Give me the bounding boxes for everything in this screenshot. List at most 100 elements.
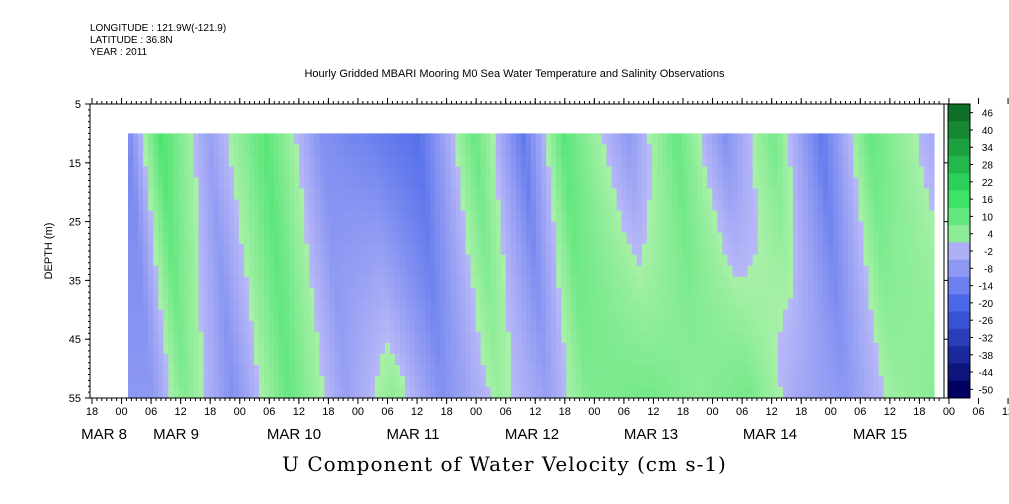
heatmap-cell: [782, 298, 789, 311]
heatmap-cell: [918, 133, 925, 146]
heatmap-cell: [656, 375, 663, 388]
heatmap-cell: [651, 309, 658, 322]
heatmap-cell: [525, 353, 532, 366]
colorbar-level-label: 40: [982, 126, 994, 137]
heatmap-cell: [667, 265, 673, 278]
heatmap-cell: [515, 133, 522, 146]
heatmap-cell: [893, 320, 900, 333]
heatmap-cell: [762, 166, 769, 179]
heatmap-cell: [183, 210, 190, 223]
heatmap-cell: [329, 320, 336, 333]
heatmap-cell: [334, 177, 341, 190]
heatmap-cell: [833, 232, 839, 245]
heatmap-cell: [485, 133, 492, 146]
heatmap-cell: [389, 166, 396, 179]
heatmap-cell: [591, 375, 598, 388]
heatmap-cell: [732, 232, 739, 245]
heatmap-cell: [581, 199, 588, 212]
heatmap-cell: [692, 166, 698, 179]
heatmap-cell: [163, 144, 169, 157]
heatmap-cell: [621, 155, 628, 168]
heatmap-cell: [173, 177, 179, 190]
heatmap-cell: [727, 155, 734, 168]
heatmap-cell: [828, 386, 834, 399]
heatmap-cell: [712, 254, 718, 267]
heatmap-cell: [248, 221, 255, 234]
heatmap-cell: [158, 166, 164, 179]
heatmap-cell: [853, 254, 860, 267]
heatmap-cell: [752, 309, 759, 322]
heatmap-cell: [138, 144, 144, 157]
heatmap-cell: [289, 177, 295, 190]
heatmap-cell: [596, 144, 603, 157]
heatmap-cell: [591, 331, 598, 344]
heatmap-cell: [354, 144, 361, 157]
heatmap-cell: [485, 386, 492, 399]
heatmap-cell: [389, 133, 396, 146]
heatmap-cell: [425, 210, 431, 223]
heatmap-cell: [460, 375, 467, 388]
heatmap-cell: [898, 243, 905, 256]
heatmap-cell: [430, 298, 436, 311]
heatmap-cell: [420, 342, 426, 355]
heatmap-cell: [133, 320, 139, 333]
heatmap-cell: [188, 331, 195, 344]
heatmap-cell: [233, 342, 240, 355]
heatmap-cell: [369, 375, 376, 388]
heatmap-cell: [510, 254, 517, 267]
heatmap-cell: [410, 177, 416, 190]
heatmap-cell: [661, 243, 668, 256]
heatmap-cell: [903, 155, 910, 168]
heatmap-cell: [687, 221, 693, 234]
heatmap-cell: [163, 287, 169, 300]
heatmap-cell: [183, 342, 190, 355]
heatmap-cell: [531, 155, 537, 168]
heatmap-cell: [218, 309, 225, 322]
heatmap-cell: [878, 210, 885, 223]
heatmap-cell: [279, 155, 285, 168]
heatmap-cell: [203, 342, 210, 355]
heatmap-cell: [873, 199, 880, 212]
heatmap-cell: [928, 155, 935, 168]
heatmap-cell: [888, 320, 895, 333]
heatmap-cell: [737, 298, 744, 311]
heatmap-cell: [621, 254, 628, 267]
heatmap-cell: [888, 276, 895, 289]
heatmap-cell: [818, 320, 824, 333]
heatmap-cell: [606, 210, 613, 223]
heatmap-cell: [923, 199, 930, 212]
heatmap-cell: [274, 375, 280, 388]
heatmap-cell: [546, 199, 552, 212]
heatmap-cell: [848, 232, 854, 245]
heatmap-cell: [339, 342, 346, 355]
heatmap-cell: [425, 155, 431, 168]
x-hour-tick-label: 12: [647, 406, 659, 418]
heatmap-cell: [389, 254, 396, 267]
heatmap-cell: [218, 287, 225, 300]
heatmap-cell: [838, 243, 844, 256]
heatmap-cell: [561, 188, 567, 201]
heatmap-cell: [712, 298, 718, 311]
heatmap-cell: [279, 232, 285, 245]
heatmap-cell: [853, 155, 860, 168]
heatmap-cell: [279, 210, 285, 223]
heatmap-cell: [138, 133, 144, 146]
heatmap-cell: [712, 353, 718, 366]
heatmap-cell: [203, 232, 210, 245]
heatmap-cell: [813, 265, 819, 278]
heatmap-cell: [354, 199, 361, 212]
heatmap-cell: [838, 254, 844, 267]
heatmap-cell: [752, 386, 759, 399]
heatmap-cell: [520, 166, 527, 179]
heatmap-cell: [525, 210, 532, 223]
heatmap-cell: [707, 254, 713, 267]
heatmap-cell: [848, 364, 854, 377]
heatmap-cell: [148, 199, 154, 212]
heatmap-cell: [299, 177, 305, 190]
heatmap-cell: [903, 232, 910, 245]
heatmap-cell: [228, 265, 235, 278]
heatmap-cell: [546, 276, 552, 289]
heatmap-cell: [561, 243, 567, 256]
heatmap-cell: [722, 133, 729, 146]
heatmap-cell: [803, 320, 809, 333]
